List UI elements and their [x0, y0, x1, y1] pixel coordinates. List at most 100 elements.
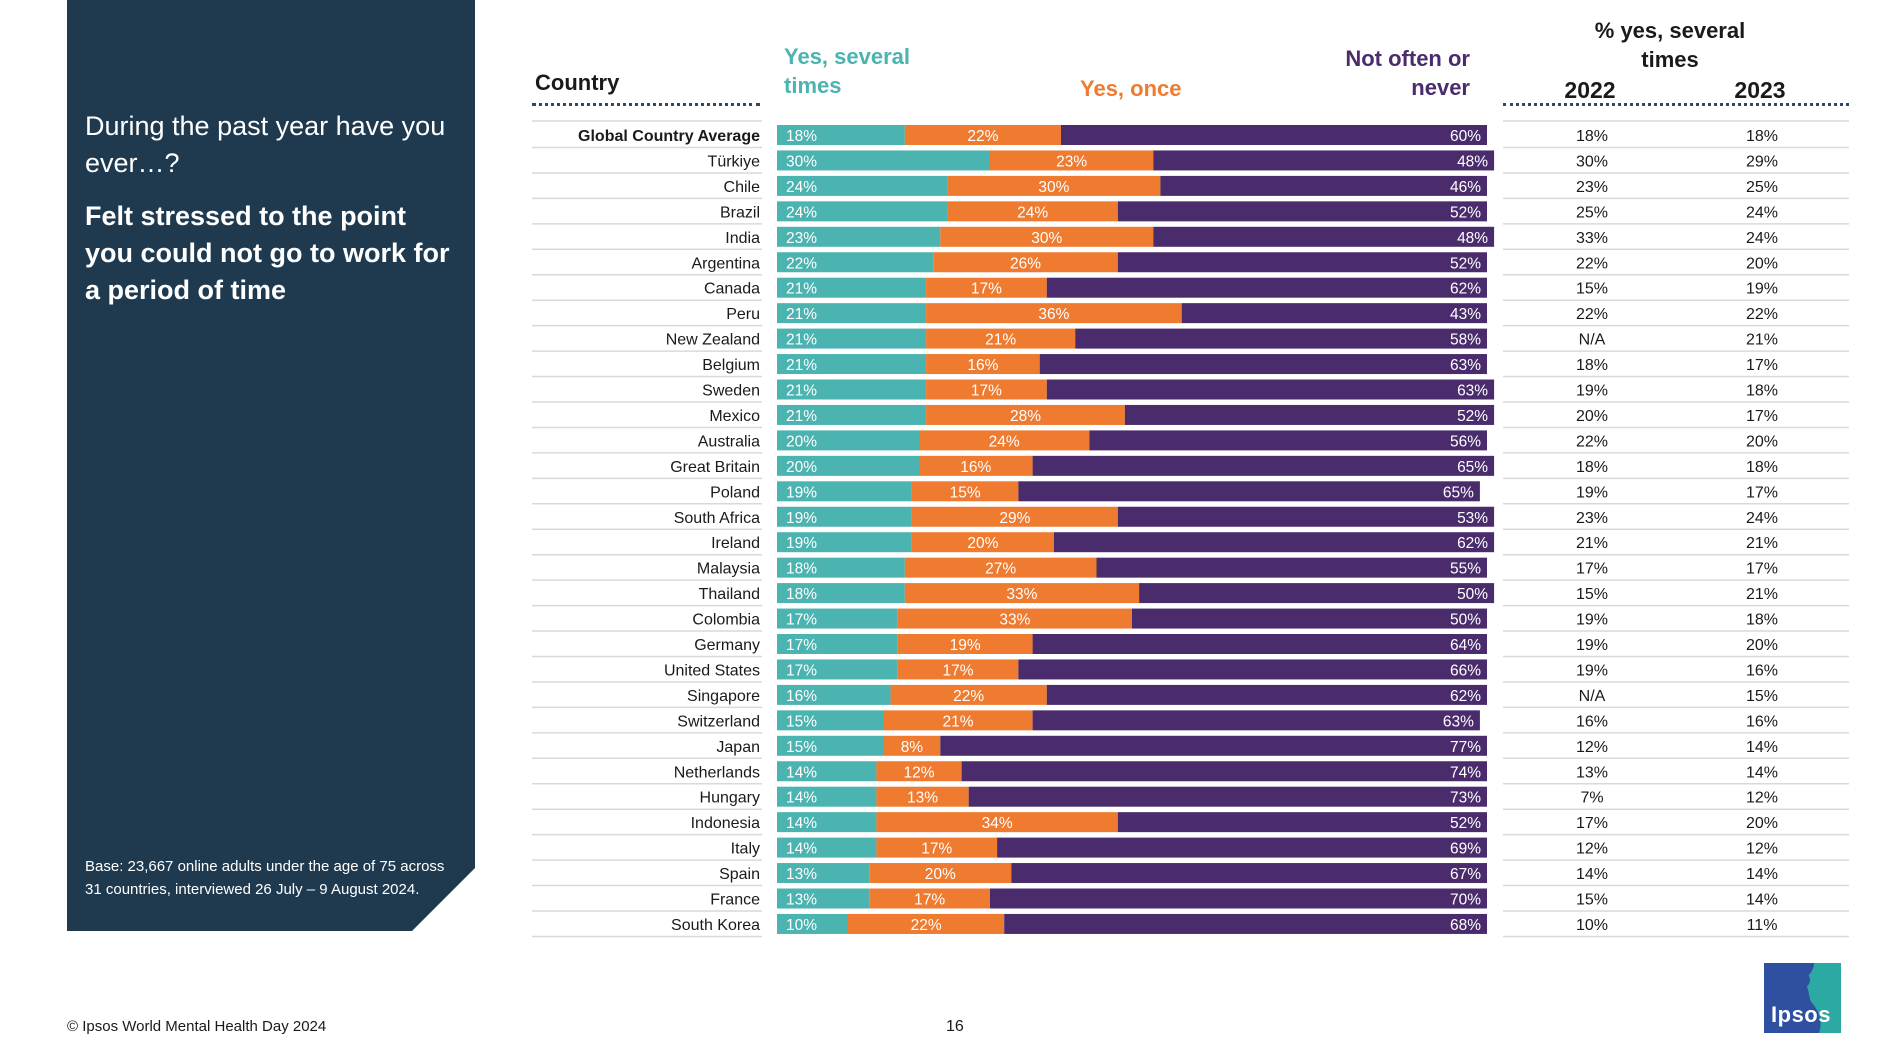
country-label: Thailand: [699, 586, 760, 603]
country-label: India: [725, 230, 760, 247]
bar-data-label: 52%: [1450, 204, 1481, 221]
bar-segment-several-times: [777, 913, 848, 934]
bar-segment-once: [876, 837, 998, 858]
bar-data-label: 20%: [786, 433, 817, 450]
copyright-footer: © Ipsos World Mental Health Day 2024: [67, 1018, 327, 1035]
bar-segment-never: [1132, 608, 1487, 629]
table-header-2022: 2022: [1564, 77, 1616, 103]
table-cell-2023: 21%: [1746, 586, 1778, 603]
bar-segment-several-times: [777, 379, 927, 400]
table-cell-2022: 15%: [1576, 586, 1608, 603]
country-label: South Korea: [671, 917, 760, 934]
bar-data-label: 15%: [950, 484, 981, 501]
bar-data-label: 26%: [1010, 255, 1041, 272]
bar-segment-several-times: [777, 175, 948, 196]
bar-data-label: 15%: [786, 713, 817, 730]
bar-segment-once: [897, 634, 1033, 654]
bar-segment-several-times: [777, 761, 877, 782]
bar-data-label: 46%: [1450, 179, 1481, 196]
table-cell-2023: 11%: [1747, 917, 1778, 934]
country-label: Hungary: [700, 790, 760, 807]
bar-data-label: 22%: [953, 688, 984, 705]
table-cell-2022: 23%: [1576, 179, 1608, 196]
table-cell-2023: 25%: [1746, 179, 1778, 196]
bar-data-label: 17%: [786, 612, 817, 629]
bar-segment-never: [1160, 175, 1487, 196]
header-divider-right: [1503, 103, 1849, 106]
bar-segment-once: [947, 201, 1118, 222]
bar-data-label: 65%: [1457, 459, 1488, 476]
bar-segment-several-times: [777, 455, 919, 476]
bar-segment-never: [990, 888, 1487, 909]
legend-yes-once: Yes, once: [1080, 76, 1182, 101]
question-title: Felt stressed to the point you could not…: [85, 201, 450, 305]
bar-segment-once: [926, 354, 1040, 375]
bar-data-label: 70%: [1450, 892, 1481, 909]
bar-segment-never: [1011, 863, 1487, 884]
bar-segment-once: [926, 328, 1076, 349]
bar-data-label: 23%: [1056, 153, 1087, 170]
bar-segment-once: [911, 481, 1019, 502]
table-cell-2022: N/A: [1579, 332, 1606, 349]
table-cell-2023: 20%: [1746, 255, 1778, 272]
bar-segment-several-times: [777, 710, 884, 731]
bar-segment-once: [876, 786, 969, 807]
bar-data-label: 23%: [786, 230, 817, 247]
bar-data-label: 13%: [786, 892, 817, 909]
table-cell-2022: 10%: [1576, 917, 1608, 934]
ipsos-logo-text: Ipsos: [1771, 1002, 1831, 1027]
bar-segment-several-times: [777, 659, 898, 680]
country-label: France: [710, 892, 760, 909]
table-cell-2022: 25%: [1576, 204, 1608, 221]
bar-segment-once: [876, 812, 1118, 833]
country-label-global-average: Global Country Average: [578, 128, 760, 145]
table-cell-2023: 21%: [1746, 535, 1778, 552]
bar-data-label: 19%: [950, 637, 981, 654]
bar-segment-several-times: [777, 150, 990, 171]
bar-segment-once: [869, 863, 1012, 884]
bar-data-label: 21%: [786, 281, 817, 298]
table-cell-2022: 12%: [1576, 739, 1608, 756]
bar-segment-never: [1061, 125, 1487, 145]
table-cell-2022: 30%: [1576, 153, 1608, 170]
bar-segment-once: [883, 735, 941, 756]
bar-segment-never: [968, 786, 1487, 807]
bar-data-label: 62%: [1450, 688, 1481, 705]
bar-data-label: 21%: [943, 713, 974, 730]
bar-data-label: 17%: [971, 383, 1002, 400]
bar-segment-several-times: [777, 583, 905, 604]
country-label: Mexico: [709, 408, 760, 425]
table-cell-2023: 12%: [1746, 841, 1778, 858]
table-cell-2023: 16%: [1746, 713, 1778, 730]
country-label: United States: [664, 662, 760, 679]
bar-data-label: 67%: [1450, 866, 1481, 883]
bar-data-label: 21%: [786, 357, 817, 374]
bar-data-label: 12%: [903, 764, 934, 781]
bar-data-label: 21%: [786, 306, 817, 323]
country-label: Switzerland: [677, 713, 760, 730]
bar-data-label: 14%: [786, 841, 817, 858]
table-cell-2023: 17%: [1746, 357, 1778, 374]
header-divider-left: [532, 103, 760, 106]
table-cell-2023: 18%: [1746, 459, 1778, 476]
table-cell-2023: 18%: [1746, 128, 1778, 145]
country-label: Brazil: [720, 204, 760, 221]
table-cell-2023: 14%: [1746, 866, 1778, 883]
legend-yes-several-times: Yes, several times: [784, 44, 911, 98]
bar-segment-once: [947, 175, 1161, 196]
table-cell-2023: 24%: [1746, 204, 1778, 221]
table-cell-2023: 17%: [1746, 408, 1778, 425]
country-label: Australia: [698, 433, 760, 450]
table-cell-2022: 18%: [1576, 128, 1608, 145]
bar-segment-never: [1046, 379, 1495, 400]
bar-data-label: 66%: [1450, 662, 1481, 679]
bar-segment-several-times: [777, 354, 927, 375]
bar-segment-several-times: [777, 277, 927, 298]
table-cell-2022: 21%: [1576, 535, 1608, 552]
bar-segment-once: [926, 277, 1047, 298]
bar-data-label: 24%: [1017, 204, 1048, 221]
bar-segment-several-times: [777, 735, 884, 756]
country-label: Poland: [710, 484, 760, 501]
bar-segment-never: [997, 837, 1487, 858]
bar-data-label: 21%: [786, 332, 817, 349]
